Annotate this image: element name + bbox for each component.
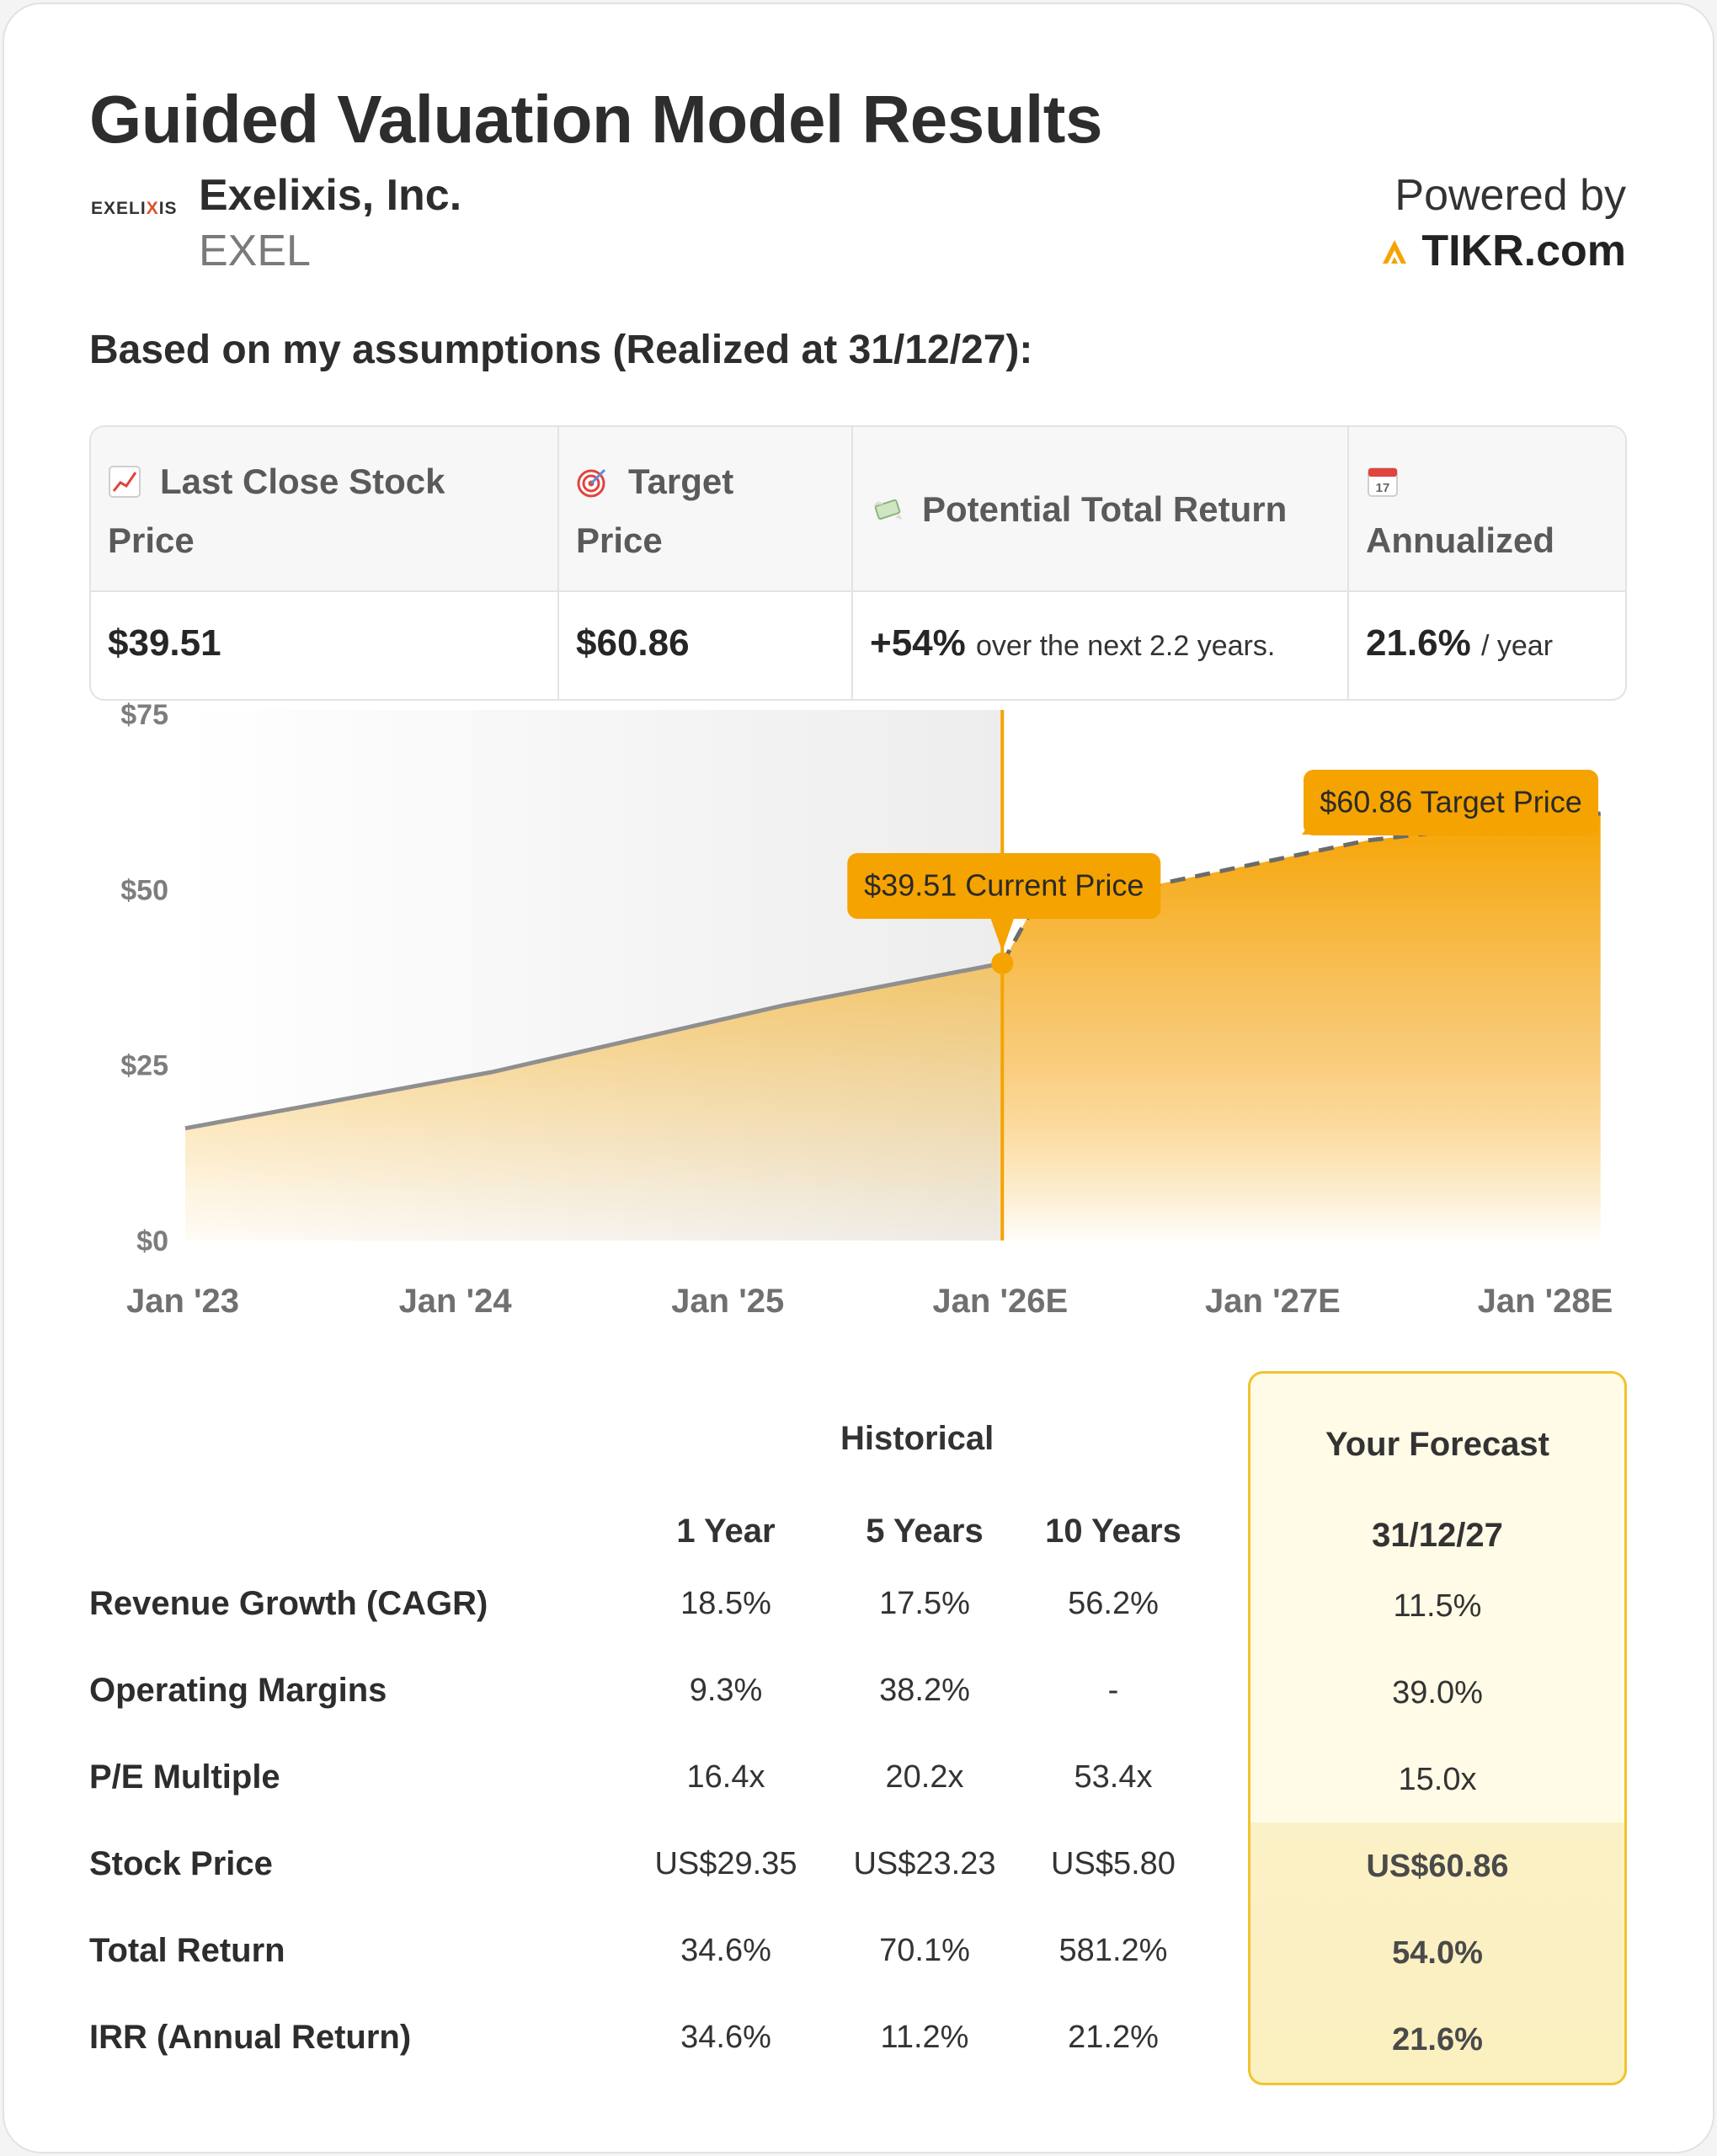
tikr-logo-icon (1383, 240, 1407, 264)
annualized-suffix: / year (1481, 630, 1554, 662)
last-close-label-line2: Price (108, 520, 195, 560)
forecast-cell: 21.6% (1392, 2022, 1483, 2057)
summary-table: Last Close Stock Price $39.51 Target Pri… (89, 425, 1627, 701)
row-label: Operating Margins (89, 1672, 387, 1709)
row-label: Revenue Growth (CAGR) (89, 1585, 488, 1622)
company-logo: EXELIXIS (91, 199, 178, 219)
summary-col-target: Target Price $60.86 (559, 427, 853, 699)
summary-header-row (91, 427, 1625, 592)
row-label: P/E Multiple (89, 1758, 280, 1796)
historical-header: Historical (840, 1420, 994, 1457)
table-cell: 20.2x (885, 1759, 964, 1795)
forecast-date: 31/12/27 (1372, 1517, 1503, 1554)
total-return-suffix: over the next 2.2 years. (976, 630, 1276, 662)
forecast-header: Your Forecast (1325, 1426, 1549, 1463)
annualized-label: Annualized (1366, 520, 1555, 560)
table-cell: US$23.23 (853, 1846, 996, 1881)
table-cell: 70.1% (879, 1933, 970, 1968)
table-cell: 11.2% (880, 2020, 969, 2055)
company-name: Exelixis, Inc. (199, 171, 462, 220)
total-return-header: Potential Total Return (870, 480, 1339, 539)
chart-increasing-icon (109, 466, 141, 498)
table-cell: 38.2% (879, 1673, 970, 1708)
forecast-cell: 15.0x (1398, 1762, 1477, 1797)
last-close-header: Last Close Stock Price (108, 452, 549, 570)
table-cell: 53.4x (1074, 1759, 1153, 1795)
row-label: Stock Price (89, 1845, 273, 1882)
table-cell: 56.2% (1068, 1586, 1159, 1621)
ticker-symbol: EXEL (199, 227, 311, 275)
col-header-10-years: 10 Years (1045, 1513, 1181, 1550)
table-cell: - (1107, 1673, 1119, 1708)
table-cell: 34.6% (680, 2020, 771, 2055)
col-header-1-year: 1 Year (676, 1513, 776, 1550)
summary-col-total-return: Potential Total Return +54% over the nex… (853, 427, 1349, 699)
target-header: Target Price (576, 452, 843, 570)
svg-text:17: 17 (1376, 481, 1390, 495)
table-cell: 17.5% (879, 1586, 970, 1621)
annualized-header: 17 Annualized (1366, 452, 1620, 570)
total-return-label: Potential Total Return (922, 489, 1288, 529)
col-header-5-years: 5 Years (866, 1513, 984, 1550)
target-label-line2: Price (576, 520, 663, 560)
forecast-cell: US$60.86 (1366, 1849, 1509, 1884)
table-cell: 18.5% (680, 1586, 771, 1621)
last-close-value: $39.51 (108, 622, 221, 664)
summary-col-annualized: 17 Annualized 21.6% / year (1349, 427, 1625, 699)
page-title: Guided Valuation Model Results (89, 82, 1102, 157)
tikr-brand[interactable]: TIKR.com (1381, 226, 1626, 276)
row-label: IRR (Annual Return) (89, 2019, 412, 2056)
tikr-brand-text: TIKR.com (1421, 227, 1626, 275)
target-icon (577, 468, 606, 498)
last-close-label-line1: Last Close Stock (160, 462, 445, 501)
summary-col-last-close: Last Close Stock Price $39.51 (91, 427, 559, 699)
table-cell: 9.3% (689, 1673, 763, 1708)
annualized-value-line: 21.6% / year (1366, 622, 1553, 664)
total-return-value: +54% (870, 622, 966, 664)
assumptions-subtitle: Based on my assumptions (Realized at 31/… (89, 328, 1033, 372)
forecast-cell: 11.5% (1393, 1588, 1482, 1624)
table-cell: 16.4x (686, 1759, 765, 1795)
target-value: $60.86 (576, 622, 690, 664)
calendar-icon: 17 (1368, 467, 1398, 497)
table-cell: US$5.80 (1051, 1846, 1176, 1881)
forecast-column: Your Forecast 31/12/27 (1248, 1371, 1627, 2085)
row-label: Total Return (89, 1932, 285, 1969)
annualized-value: 21.6% (1366, 622, 1471, 664)
table-cell: 581.2% (1058, 1933, 1168, 1968)
forecast-cell: 39.0% (1392, 1675, 1483, 1710)
table-cell: US$29.35 (654, 1846, 797, 1881)
total-return-value-line: +54% over the next 2.2 years. (870, 622, 1275, 664)
forecast-cell: 54.0% (1392, 1935, 1483, 1971)
table-cell: 34.6% (680, 1933, 771, 1968)
table-cell: 21.2% (1068, 2020, 1159, 2055)
powered-by-label: Powered by (1394, 171, 1626, 220)
logo-text-x: X (146, 199, 159, 218)
logo-text-start: EXELI (91, 199, 147, 218)
target-label-line1: Target (628, 462, 734, 501)
logo-text-end: IS (158, 199, 178, 218)
money-with-wings-icon (873, 499, 902, 520)
